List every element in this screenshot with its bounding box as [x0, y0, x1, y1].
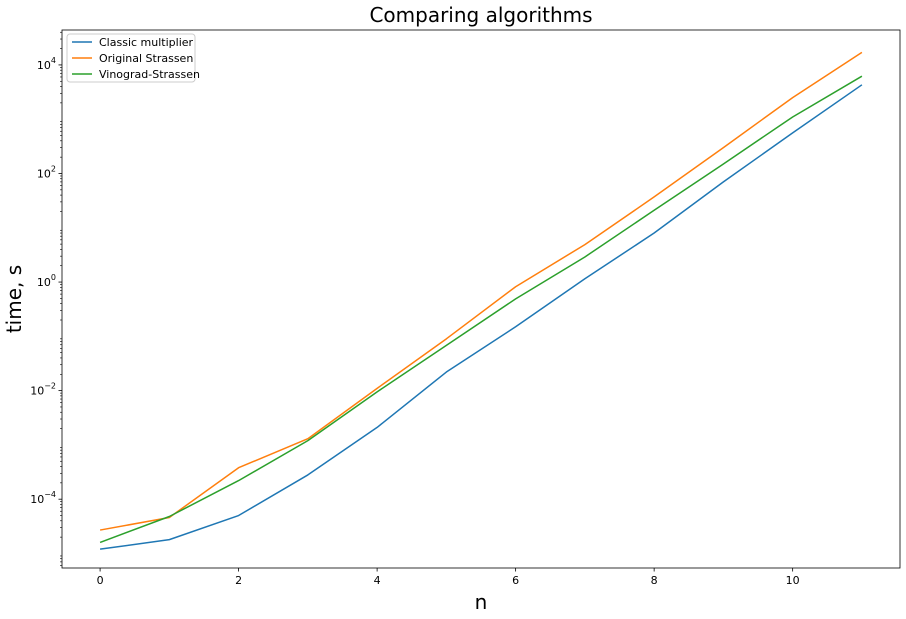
x-tick-label: 2 — [235, 574, 242, 587]
y-tick-base: 10 — [37, 167, 51, 180]
series-lines — [99, 51, 863, 550]
plot-area — [62, 30, 900, 568]
chart-title: Comparing algorithms — [369, 3, 592, 27]
y-tick-exponent: 4 — [51, 56, 56, 65]
y-tick-label: 10−4 — [30, 490, 56, 506]
legend-label-2: Vinograd-Strassen — [99, 68, 200, 81]
y-tick-exponent: 0 — [51, 273, 56, 282]
y-tick-base: 10 — [37, 276, 51, 289]
y-tick-exponent: −2 — [44, 382, 56, 391]
x-tick-label: 0 — [97, 574, 104, 587]
x-tick-label: 4 — [374, 574, 381, 587]
x-tick-label: 10 — [786, 574, 800, 587]
x-axis-label: n — [475, 590, 488, 614]
series-line-0 — [99, 84, 863, 550]
y-tick-base: 10 — [30, 493, 44, 506]
y-tick-exponent: 2 — [51, 164, 56, 173]
x-axis-ticks: 0 2 4 6 8 10 — [97, 568, 800, 587]
legend-box — [66, 33, 196, 83]
y-tick-base: 10 — [37, 59, 51, 72]
y-tick-label: 104 — [37, 56, 56, 72]
series-line-2 — [99, 75, 863, 544]
legend-label-1: Original Strassen — [99, 52, 193, 65]
series-line-1 — [99, 51, 863, 531]
y-axis-label: time, s — [2, 265, 26, 333]
legend-label-0: Classic multiplier — [99, 36, 194, 49]
x-tick-label: 8 — [651, 574, 658, 587]
legend: Classic multiplier Original Strassen Vinog… — [66, 33, 200, 83]
y-tick-exponent: −4 — [44, 490, 56, 499]
x-tick-label: 6 — [512, 574, 519, 587]
y-tick-label: 102 — [37, 164, 56, 180]
plot-frame — [61, 29, 901, 569]
y-tick-base: 10 — [30, 385, 44, 398]
y-tick-label: 10−2 — [30, 382, 56, 398]
y-tick-label: 100 — [37, 273, 56, 289]
